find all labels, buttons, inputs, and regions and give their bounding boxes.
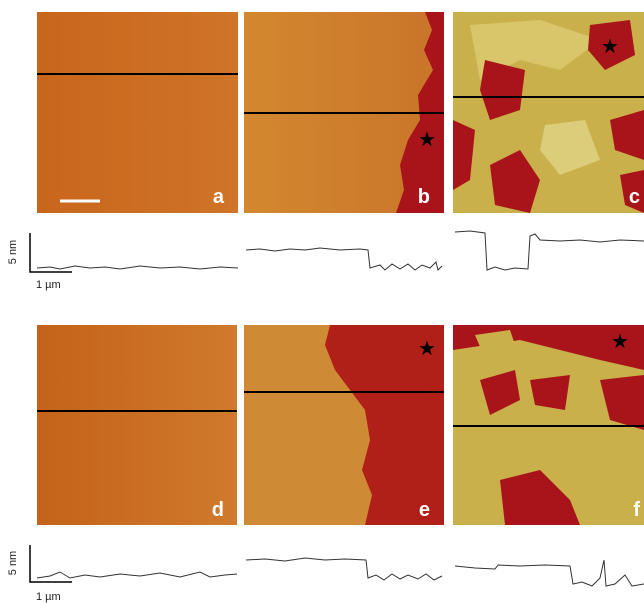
panel-label: a — [213, 186, 225, 208]
panel-label: d — [212, 499, 224, 521]
panel-label: f — [633, 499, 640, 521]
panel-d: d — [37, 325, 237, 525]
panel-label: c — [629, 186, 640, 208]
height-scale: 5 nm — [7, 551, 19, 575]
panel-a: a — [37, 12, 238, 213]
panel-label: b — [418, 186, 430, 208]
profile — [455, 231, 644, 270]
panel-f: ★ f — [453, 325, 644, 525]
profile — [37, 572, 237, 578]
svg-text:★: ★ — [418, 129, 436, 151]
scale-bar: 5 nm 1 µm — [7, 233, 72, 291]
panel-b: ★ b — [244, 12, 444, 213]
figure: a ★ b ★ c 5 nm 1 µm d ★ — [0, 0, 644, 603]
panel-e: ★ e — [244, 325, 444, 525]
panel-c: ★ c — [453, 12, 644, 213]
profile — [246, 248, 442, 270]
length-scale: 1 µm — [36, 591, 61, 603]
scale-bar: 5 nm 1 µm — [7, 545, 72, 603]
height-scale: 5 nm — [7, 240, 19, 264]
profile — [455, 560, 644, 586]
length-scale: 1 µm — [36, 279, 61, 291]
panel-label: e — [419, 499, 430, 521]
profile — [37, 266, 238, 269]
profile — [246, 558, 442, 580]
svg-text:★: ★ — [418, 338, 436, 360]
svg-text:★: ★ — [611, 331, 629, 353]
svg-text:★: ★ — [601, 36, 619, 58]
